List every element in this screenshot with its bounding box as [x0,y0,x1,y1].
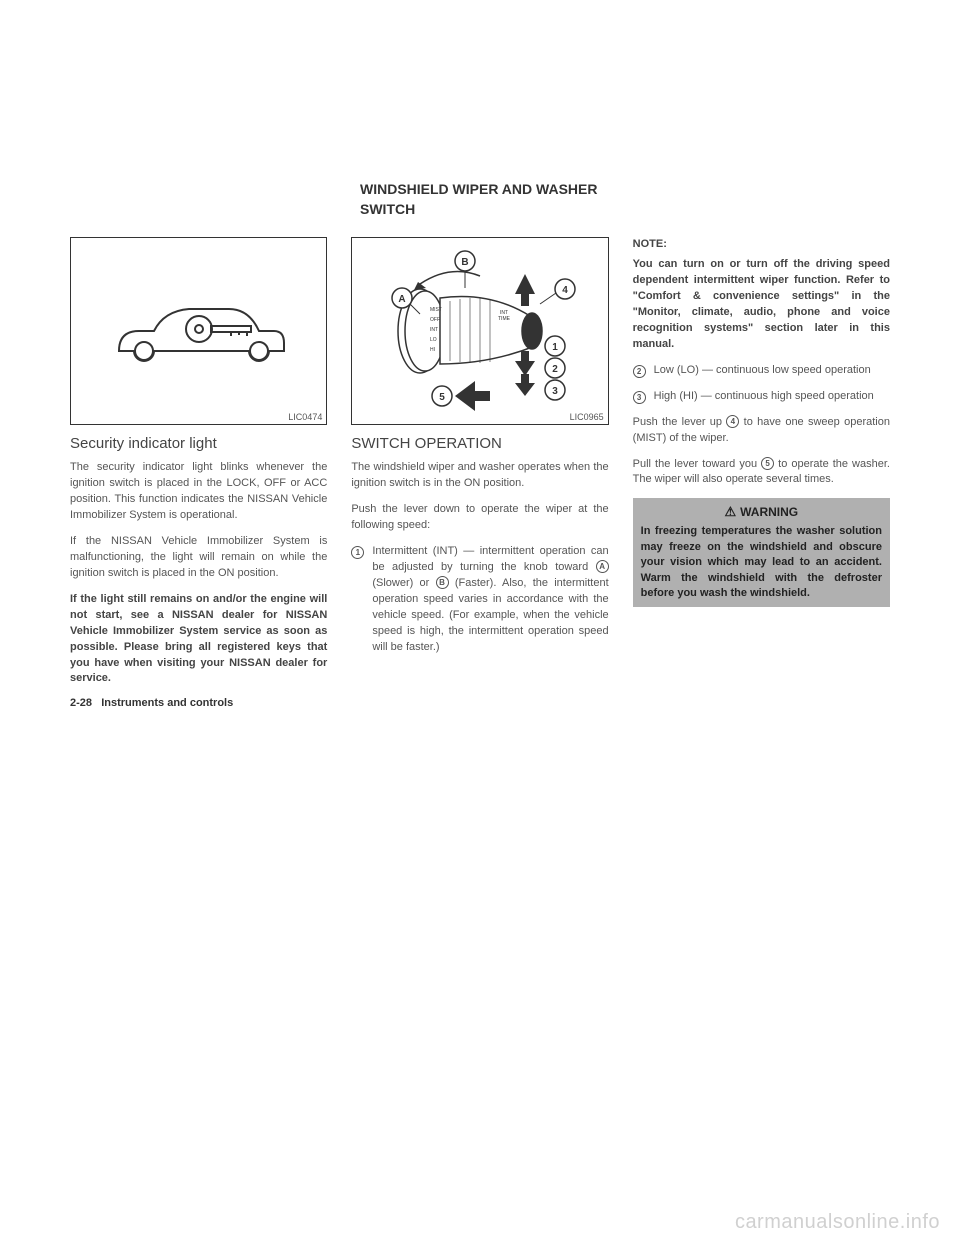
subheading-security: Security indicator light [70,435,327,452]
para-push: Push the lever up 4 to have one sweep op… [633,415,890,447]
footer-page-num: 2-28 [70,697,92,709]
note-text: You can turn on or turn off the driving … [633,257,890,353]
list-text-3: High (HI) — continuous high speed operat… [654,389,874,405]
para-switch-2: Push the lever down to operate the wiper… [351,502,608,534]
svg-text:1: 1 [552,342,558,353]
footer-section: Instruments and controls [101,697,233,709]
list-item-3: 3 High (HI) — continuous high speed oper… [633,389,890,405]
wiper-switch-icon: MIST OFF INT LO HI INT TIME A B [370,246,590,416]
warning-box: WARNING In freezing temperatures the was… [633,498,890,607]
watermark: carmanualsonline.info [735,1211,940,1234]
list-text-2: Low (LO) — continuous low speed operatio… [654,363,871,379]
header-line2: SWITCH [360,201,415,217]
page-footer: 2-28 Instruments and controls [70,697,327,709]
para-pull: Pull the lever toward you 5 to operate t… [633,457,890,489]
list-marker-1: 1 [351,544,364,656]
three-columns: LIC0474 Security indicator light The sec… [70,237,890,709]
header-line1: WINDSHIELD WIPER AND WASHER [360,181,597,197]
manual-page: WINDSHIELD WIPER AND WASHER SWITCH LIC04… [0,0,960,709]
list-item-2: 2 Low (LO) — continuous low speed operat… [633,363,890,379]
warning-title: WARNING [641,504,882,520]
warning-text: In freezing temperatures the washer solu… [641,524,882,601]
svg-text:2: 2 [552,364,558,375]
svg-text:5: 5 [439,392,445,403]
subheading-switch-op: SWITCH OPERATION [351,435,608,452]
svg-text:OFF: OFF [430,317,440,323]
list-text-1: Intermittent (INT) — intermittent operat… [372,544,608,656]
svg-text:3: 3 [552,386,558,397]
para-security-3: If the light still remains on and/or the… [70,592,327,688]
svg-text:TIME: TIME [498,316,511,322]
svg-text:LO: LO [430,337,437,343]
figure-wiper-switch: MIST OFF INT LO HI INT TIME A B [351,237,608,425]
note-label: NOTE: [633,237,890,253]
figure-security-light: LIC0474 [70,237,327,425]
section-header: WINDSHIELD WIPER AND WASHER SWITCH [360,180,640,219]
svg-text:HI: HI [430,347,435,353]
para-security-2: If the NISSAN Vehicle Immobilizer System… [70,534,327,582]
column-2: MIST OFF INT LO HI INT TIME A B [351,237,608,709]
svg-text:MIST: MIST [430,307,442,313]
svg-text:A: A [398,294,405,305]
para-switch-1: The windshield wiper and washer operates… [351,460,608,492]
column-1: LIC0474 Security indicator light The sec… [70,237,327,709]
list-item-1: 1 Intermittent (INT) — intermittent oper… [351,544,608,656]
figure-code-1: LIC0474 [288,412,322,422]
list-marker-2: 2 [633,363,646,379]
svg-text:4: 4 [562,285,568,296]
svg-text:B: B [461,257,468,268]
figure-code-2: LIC0965 [570,412,604,422]
column-3: NOTE: You can turn on or turn off the dr… [633,237,890,709]
car-key-icon [99,281,299,381]
list-marker-3: 3 [633,389,646,405]
svg-text:INT: INT [430,327,438,333]
para-security-1: The security indicator light blinks when… [70,460,327,524]
